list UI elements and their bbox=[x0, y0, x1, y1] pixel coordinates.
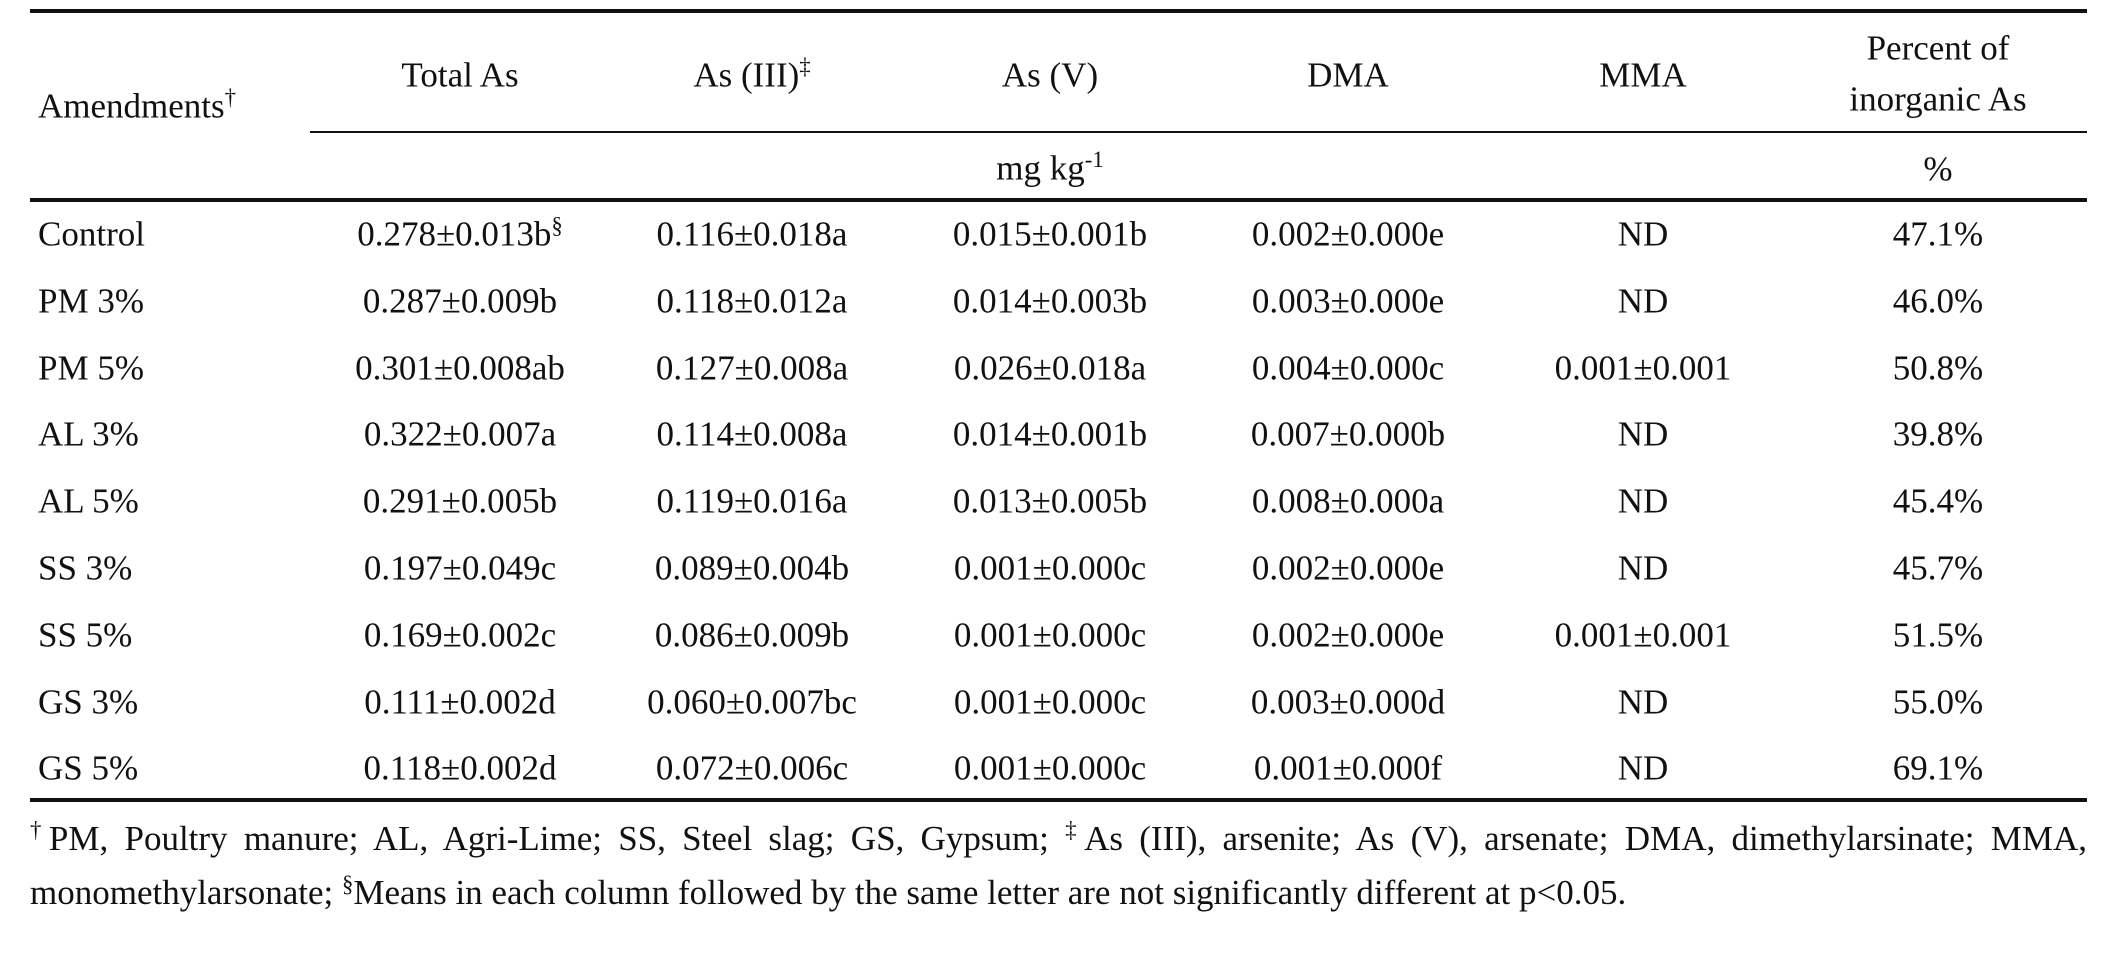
cell: 50.8% bbox=[1892, 348, 1984, 388]
units-rule bbox=[30, 198, 2087, 202]
cell: 0.001±0.000c bbox=[953, 548, 1147, 588]
cell: 0.118±0.012a bbox=[656, 281, 848, 321]
cell: 0.002±0.000e bbox=[1251, 548, 1445, 588]
column-header-sup: † bbox=[224, 85, 237, 110]
cell: ND bbox=[1617, 414, 1669, 454]
cell: 45.7% bbox=[1892, 548, 1984, 588]
cell: 0.291±0.005b bbox=[362, 481, 558, 521]
row-label: GS 5% bbox=[38, 748, 139, 788]
cell: 0.116±0.018a bbox=[656, 214, 848, 254]
cell: 0.002±0.000e bbox=[1251, 615, 1445, 655]
row-label: Control bbox=[38, 214, 145, 254]
header-rule bbox=[310, 131, 2087, 133]
cell: 0.169±0.002c bbox=[363, 615, 557, 655]
cell: 0.003±0.000d bbox=[1250, 682, 1446, 722]
cell: 0.086±0.009b bbox=[654, 615, 850, 655]
cell: 0.114±0.008a bbox=[656, 414, 848, 454]
cell: 69.1% bbox=[1892, 748, 1984, 788]
cell: 0.072±0.006c bbox=[655, 748, 849, 788]
cell: 0.197±0.049c bbox=[363, 548, 557, 588]
column-header: Amendments† bbox=[38, 86, 236, 126]
row-label: SS 5% bbox=[38, 615, 133, 655]
footnote-text: As (III), arsenite; As (V), arsenate; DM… bbox=[30, 819, 2087, 912]
row-label: GS 3% bbox=[38, 682, 139, 722]
cell: 0.007±0.000b bbox=[1250, 414, 1446, 454]
cell: 0.001±0.000c bbox=[953, 682, 1147, 722]
cell: 0.008±0.000a bbox=[1251, 481, 1445, 521]
cell: 39.8% bbox=[1892, 414, 1984, 454]
cell: 0.015±0.001b bbox=[952, 214, 1148, 254]
cell: 47.1% bbox=[1892, 214, 1984, 254]
row-label: PM 5% bbox=[38, 348, 144, 388]
row-label: AL 3% bbox=[38, 414, 139, 454]
column-header-text: Amendments bbox=[38, 86, 225, 126]
cell: 0.001±0.000c bbox=[953, 748, 1147, 788]
cell: 0.322±0.007a bbox=[363, 414, 557, 454]
cell: ND bbox=[1617, 748, 1669, 788]
footnote-text: PM, Poultry manure; AL, Agri-Lime; SS, S… bbox=[48, 819, 1066, 858]
cell: ND bbox=[1617, 682, 1669, 722]
column-header-text: DMA bbox=[1307, 55, 1389, 95]
row-label: SS 3% bbox=[38, 548, 133, 588]
cell: 0.014±0.003b bbox=[952, 281, 1148, 321]
cell: 45.4% bbox=[1892, 481, 1984, 521]
column-header: As (III)‡ bbox=[693, 55, 810, 95]
cell: 0.089±0.004b bbox=[654, 548, 850, 588]
cell: 0.001±0.001 bbox=[1554, 615, 1732, 655]
cell: ND bbox=[1617, 214, 1669, 254]
column-header: DMA bbox=[1307, 58, 1389, 93]
bottom-rule bbox=[30, 798, 2087, 802]
units: mg kg-1 bbox=[996, 148, 1103, 188]
cell: ND bbox=[1617, 481, 1669, 521]
cell-sup: § bbox=[551, 213, 563, 238]
row-label: PM 3% bbox=[38, 281, 144, 321]
column-header-sup: ‡ bbox=[799, 54, 811, 79]
cell: 0.301±0.008ab bbox=[355, 348, 565, 388]
column-header-line: Percent of bbox=[1866, 28, 2010, 68]
cell: 51.5% bbox=[1892, 615, 1984, 655]
cell: 0.013±0.005b bbox=[952, 481, 1148, 521]
cell: 0.287±0.009b bbox=[362, 281, 558, 321]
cell: 0.118±0.002d bbox=[363, 748, 557, 788]
cell: 0.001±0.000c bbox=[953, 615, 1147, 655]
units-text: mg kg bbox=[996, 148, 1085, 188]
cell: 0.111±0.002d bbox=[364, 682, 556, 722]
column-header-line: inorganic As bbox=[1849, 79, 2027, 119]
cell: ND bbox=[1617, 281, 1669, 321]
footnote: †PM, Poultry manure; AL, Agri-Lime; SS, … bbox=[30, 812, 2087, 920]
cell: 0.026±0.018a bbox=[953, 348, 1147, 388]
column-header: As (V) bbox=[1002, 58, 1098, 93]
units-sup: -1 bbox=[1084, 147, 1104, 172]
cell: 0.060±0.007bc bbox=[647, 682, 857, 722]
column-header-text: Total As bbox=[401, 55, 519, 95]
cell: 0.127±0.008a bbox=[655, 348, 849, 388]
cell: 0.004±0.000c bbox=[1251, 348, 1445, 388]
cell: 0.278±0.013b§ bbox=[357, 214, 563, 254]
cell: 0.119±0.016a bbox=[656, 481, 848, 521]
column-header-text: As (V) bbox=[1001, 55, 1099, 95]
footnote-mark: † bbox=[30, 817, 49, 843]
column-header-text: As (III) bbox=[693, 55, 800, 95]
cell: 0.003±0.000e bbox=[1251, 281, 1445, 321]
cell: 55.0% bbox=[1892, 682, 1984, 722]
cell: 46.0% bbox=[1892, 281, 1984, 321]
top-rule bbox=[30, 9, 2087, 13]
cell: 0.001±0.001 bbox=[1554, 348, 1732, 388]
cell: ND bbox=[1617, 548, 1669, 588]
units-percent: % bbox=[1923, 149, 1953, 189]
cell: 0.001±0.000f bbox=[1253, 748, 1443, 788]
footnote-mark: § bbox=[342, 871, 354, 897]
cell: 0.002±0.000e bbox=[1251, 214, 1445, 254]
column-header: MMA bbox=[1599, 58, 1687, 93]
footnote-text: Means in each column followed by the sam… bbox=[353, 873, 1627, 912]
row-label: AL 5% bbox=[38, 481, 139, 521]
footnote-mark: ‡ bbox=[1065, 817, 1085, 843]
cell: 0.014±0.001b bbox=[952, 414, 1148, 454]
column-header: Total As bbox=[401, 58, 518, 93]
cell-text: 0.278±0.013b bbox=[357, 214, 552, 254]
column-header-text: MMA bbox=[1599, 55, 1687, 95]
